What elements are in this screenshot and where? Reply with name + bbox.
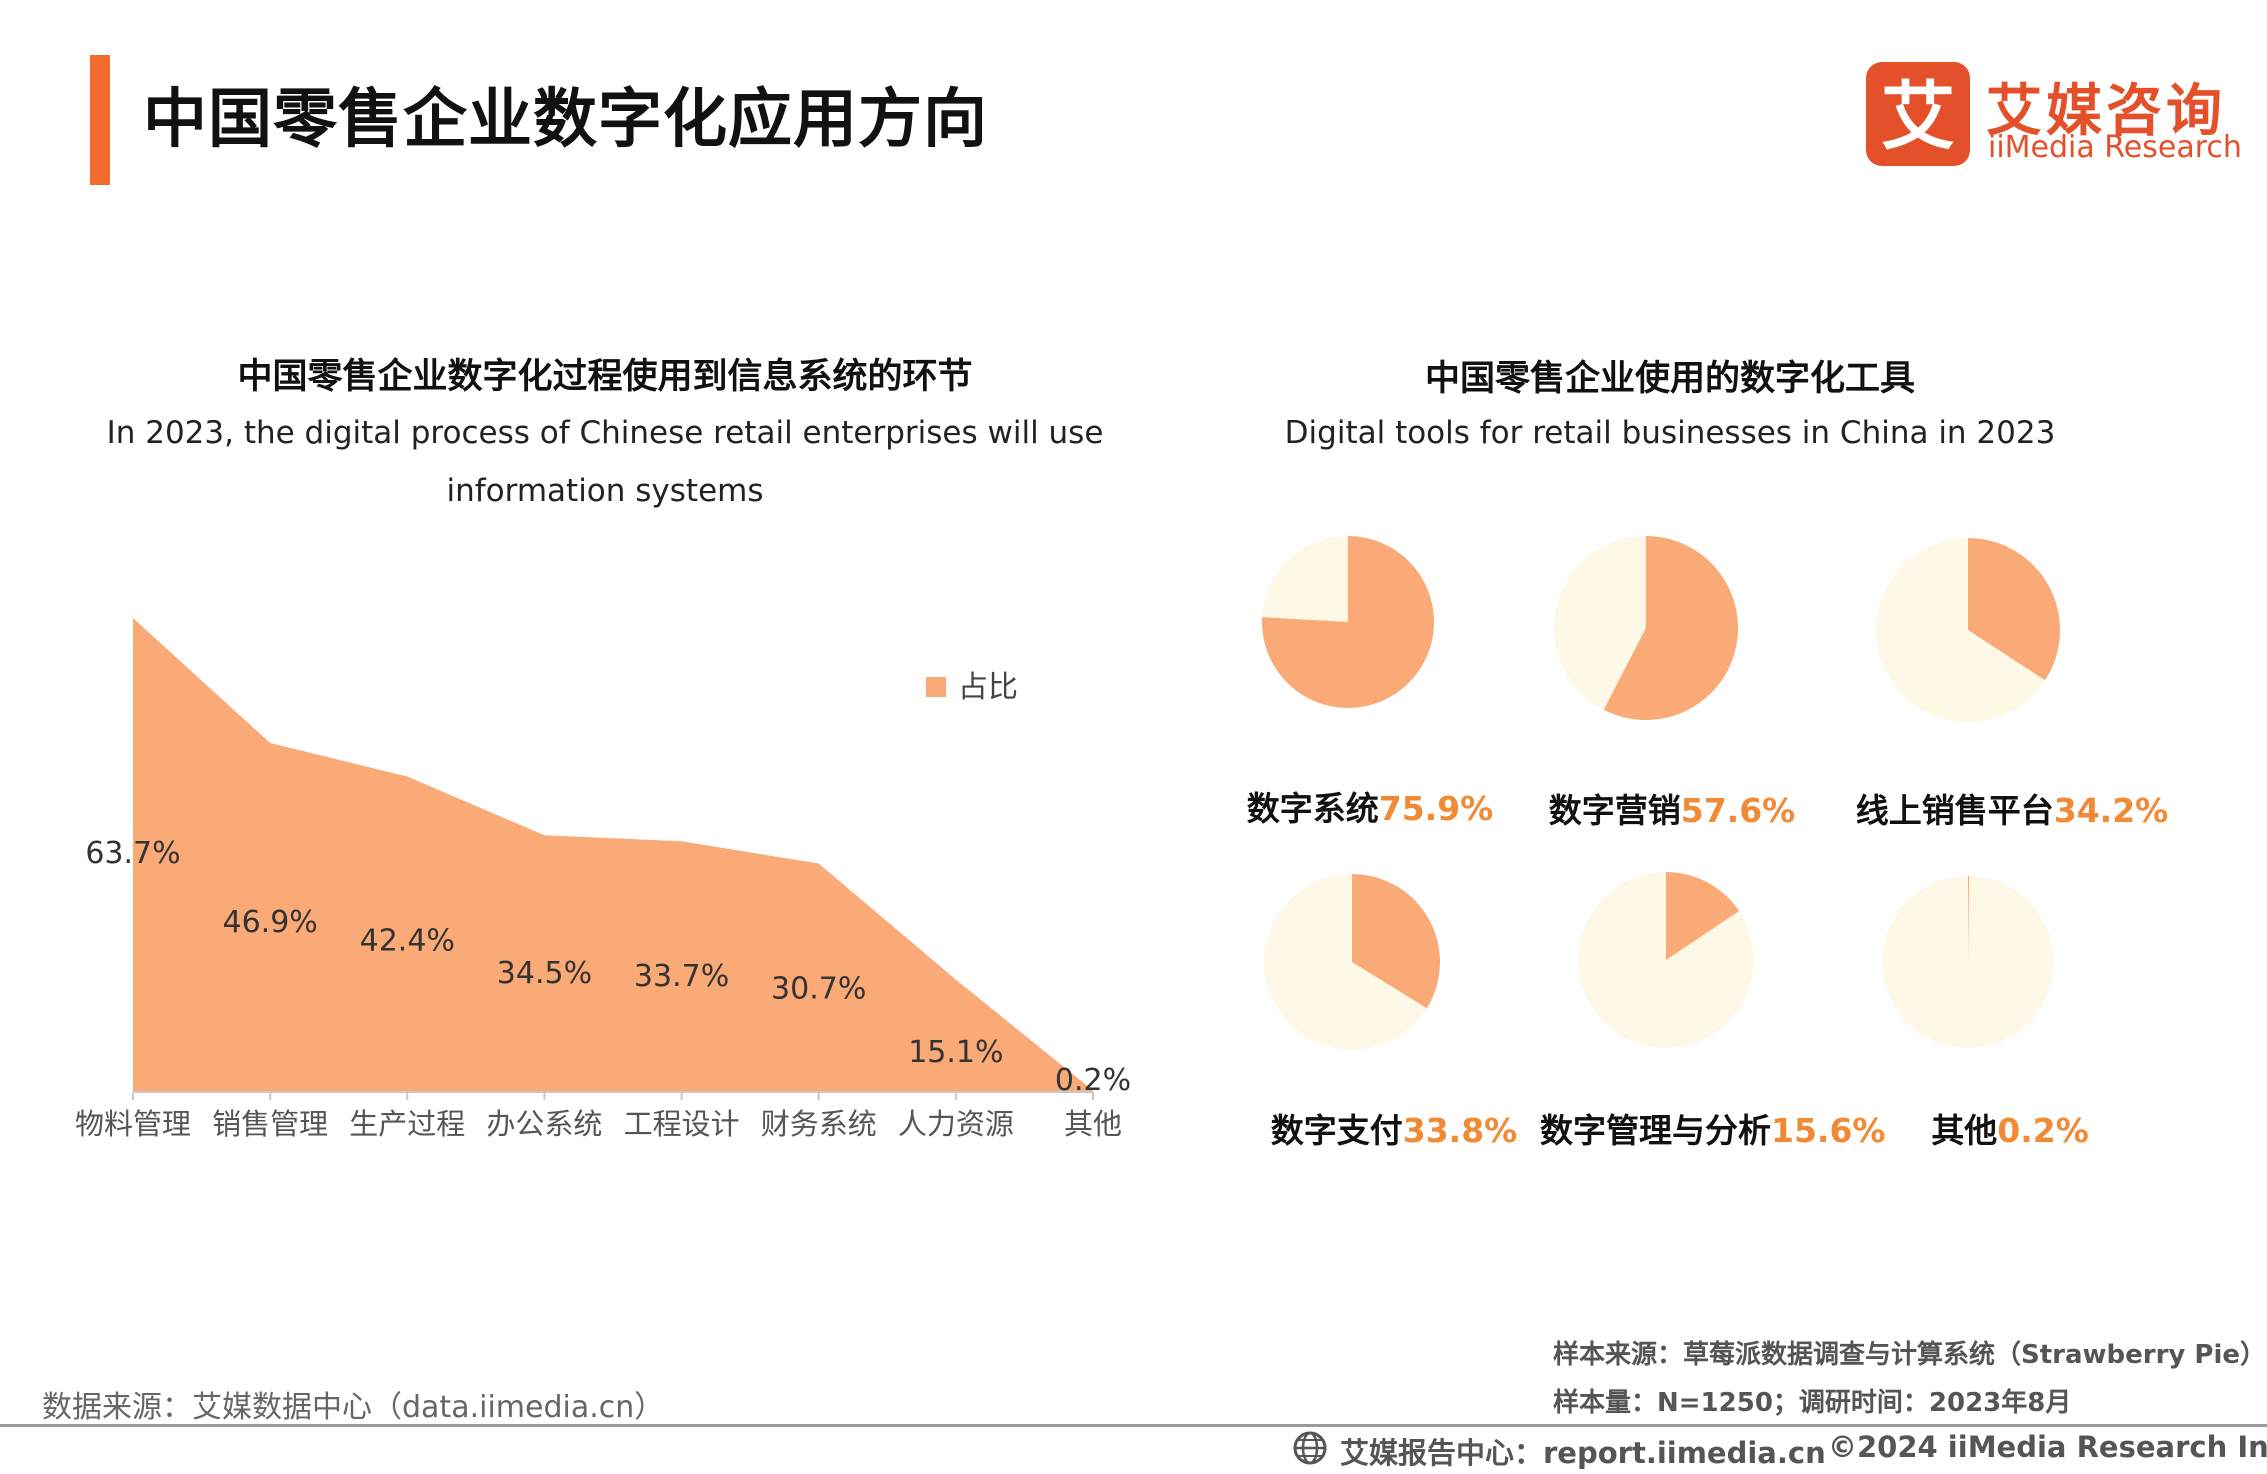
x-tick-label: 生产过程 bbox=[349, 1107, 465, 1141]
pie-label: 数字支付33.8% bbox=[1224, 1104, 1564, 1152]
pie-label-percent: 15.6% bbox=[1771, 1111, 1886, 1150]
sample-size: 样本量：N=1250；调研时间：2023年8月 bbox=[1553, 1388, 2072, 1418]
data-label: 15.1% bbox=[908, 1035, 1003, 1070]
left-chart-title: 中国零售企业数字化过程使用到信息系统的环节 bbox=[237, 357, 973, 397]
pie-label: 数字营销57.6% bbox=[1502, 784, 1842, 832]
title-accent-bar bbox=[90, 55, 110, 185]
pie-label-percent: 75.9% bbox=[1378, 789, 1494, 828]
pie-label-name: 线上销售平台 bbox=[1855, 791, 2054, 830]
x-tick-label: 工程设计 bbox=[624, 1107, 740, 1141]
pie-label-percent: 33.8% bbox=[1402, 1111, 1518, 1150]
left-chart-subtitle-line2: information systems bbox=[446, 473, 764, 509]
page-title: 中国零售企业数字化应用方向 bbox=[143, 83, 988, 157]
sample-source: 样本来源：草莓派数据调查与计算系统（Strawberry Pie） bbox=[1553, 1340, 2267, 1370]
pie-chart bbox=[1882, 876, 2054, 1048]
pie-label-name: 其他 bbox=[1931, 1111, 1998, 1150]
legend-swatch bbox=[926, 677, 946, 697]
logo-text-cn: 艾媒咨询 bbox=[1986, 79, 2226, 144]
area-series-fill bbox=[133, 618, 1093, 1092]
right-chart-title: 中国零售企业使用的数字化工具 bbox=[1424, 359, 1915, 399]
logo-mark-char: 艾 bbox=[1881, 74, 1955, 160]
x-tick-label: 办公系统 bbox=[486, 1107, 602, 1141]
pie-slice-value bbox=[1352, 874, 1440, 1009]
report-center-link[interactable]: 艾媒报告中心：report.iimedia.cn bbox=[1340, 1436, 1826, 1470]
left-chart-subtitle-line1: In 2023, the digital process of Chinese … bbox=[106, 415, 1104, 451]
pie-label-name: 数字管理与分析 bbox=[1540, 1111, 1771, 1150]
pie-label: 其他0.2% bbox=[1840, 1104, 2180, 1152]
data-label: 46.9% bbox=[222, 905, 317, 940]
legend-label: 占比 bbox=[958, 670, 1018, 705]
pie-label-name: 数字支付 bbox=[1270, 1111, 1403, 1150]
x-tick-label: 物料管理 bbox=[75, 1107, 191, 1141]
pie-label-percent: 57.6% bbox=[1680, 791, 1796, 830]
pie-label: 数字系统75.9% bbox=[1200, 782, 1540, 830]
x-tick-label: 其他 bbox=[1064, 1107, 1122, 1141]
pie-label-percent: 0.2% bbox=[1997, 1111, 2089, 1150]
pie-slice-value bbox=[1968, 538, 2060, 681]
pie-label: 线上销售平台34.2% bbox=[1842, 784, 2182, 832]
data-label: 34.5% bbox=[497, 956, 592, 991]
logo-text-en: iiMedia Research bbox=[1988, 130, 2242, 165]
pie-label-name: 数字营销 bbox=[1548, 791, 1681, 830]
pie-slice-value bbox=[1968, 876, 1970, 962]
pie-chart bbox=[1262, 536, 1434, 708]
pie-label-percent: 34.2% bbox=[2053, 791, 2169, 830]
x-tick-label: 财务系统 bbox=[761, 1107, 877, 1141]
pie-slice-value bbox=[1603, 536, 1738, 720]
pie-label: 数字管理与分析15.6% bbox=[1540, 1104, 1886, 1152]
pie-label-name: 数字系统 bbox=[1246, 789, 1379, 828]
footer-divider bbox=[0, 1424, 2267, 1427]
copyright: ©2024 iiMedia Research Inc bbox=[1828, 1430, 2267, 1464]
globe-icon bbox=[1292, 1430, 1328, 1466]
pie-chart bbox=[1554, 536, 1738, 720]
x-tick-label: 销售管理 bbox=[212, 1107, 328, 1141]
x-tick-label: 人力资源 bbox=[898, 1107, 1014, 1141]
pie-slice-value bbox=[1666, 872, 1740, 960]
logo-mark-icon: 艾 bbox=[1866, 62, 1970, 166]
iimedia-logo: 艾 艾媒咨询 iiMedia Research bbox=[1866, 62, 2242, 172]
data-source: 数据来源：艾媒数据中心（data.iimedia.cn） bbox=[42, 1390, 665, 1425]
data-label: 63.7% bbox=[85, 836, 180, 871]
pie-slice-value bbox=[1262, 536, 1434, 708]
pie-chart bbox=[1264, 874, 1440, 1050]
area-chart: 63.7%46.9%42.4%34.5% 33.7% 30.7%15.1%0.2% … bbox=[75, 618, 1131, 1141]
pie-chart bbox=[1876, 538, 2060, 722]
pie-chart bbox=[1578, 872, 1754, 1048]
data-label: 33.7% bbox=[634, 959, 729, 994]
data-label: 30.7% bbox=[771, 971, 866, 1006]
data-label: 42.4% bbox=[360, 923, 455, 958]
left-chart-subtitle: In 2023, the digital process of Chinese … bbox=[105, 404, 1105, 520]
right-chart-subtitle: Digital tools for retail businesses in C… bbox=[1284, 415, 2056, 451]
